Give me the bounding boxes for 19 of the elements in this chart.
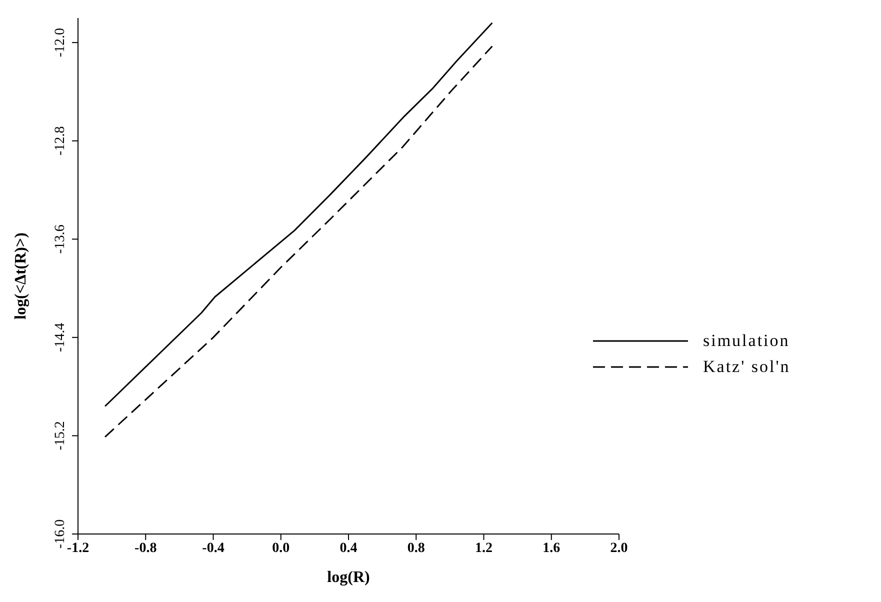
x-tick-label: -0.8: [134, 540, 157, 556]
x-tick-label: 1.6: [542, 540, 560, 556]
y-tick-label: -16.0: [53, 519, 68, 549]
y-tick-label: -14.4: [53, 322, 68, 352]
y-tick-label: -12.8: [53, 126, 68, 156]
y-tick-label: -13.6: [53, 224, 68, 254]
x-tick-label: 1.2: [475, 540, 492, 556]
y-axis-title: log(<Δt(R)>): [12, 232, 30, 320]
x-tick-label: -0.4: [202, 540, 224, 556]
y-tick-label: -15.2: [53, 421, 68, 450]
x-axis-title: log(R): [327, 569, 370, 586]
x-tick-label: 2.0: [610, 540, 628, 556]
text: simulation: [703, 331, 790, 350]
x-tick-label: 0.4: [340, 540, 358, 556]
x-tick-label: -1.2: [66, 540, 90, 556]
x-tick-label: 0.8: [407, 540, 425, 556]
x-tick-label: 0.0: [272, 540, 290, 556]
text: Katz' sol'n: [703, 357, 790, 376]
y-tick-label: -12.0: [53, 28, 68, 58]
